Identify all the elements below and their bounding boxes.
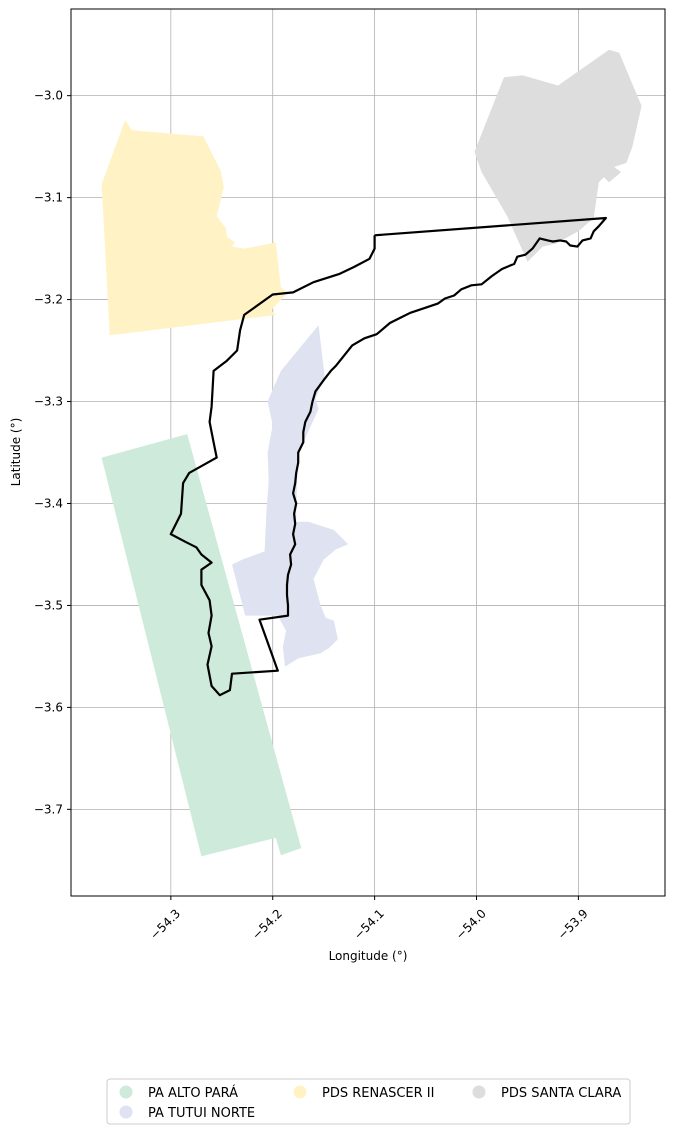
y-tick-label-2: −3.2 [34, 293, 63, 307]
legend-label-pa-tutui-norte: PA TUTUI NORTE [148, 1106, 255, 1121]
legend-label-pds-renascer-ii: PDS RENASCER II [322, 1086, 434, 1101]
study-boundary [169, 216, 608, 697]
legend-marker-pds-santa-clara [472, 1085, 486, 1099]
y-tick-label-0: −3.0 [34, 89, 63, 103]
y-tick-label-3: −3.3 [34, 395, 63, 409]
area-pds-renascer-ii [101, 120, 288, 336]
legend-label-pds-santa-clara: PDS SANTA CLARA [501, 1086, 621, 1101]
plot-frame [70, 8, 666, 897]
legend-marker-pds-renascer-ii [293, 1085, 307, 1099]
y-axis-ticks: −3.0 −3.1 −3.2 −3.3 −3.4 −3.5 −3.6 −3.7 [34, 89, 71, 816]
area-pa-alto-para [101, 434, 302, 857]
y-tick-label-6: −3.6 [34, 700, 63, 714]
legend-frame [106, 1078, 631, 1125]
boundary-line [169, 216, 608, 697]
y-tick-label-7: −3.7 [34, 802, 63, 816]
y-tick-label-5: −3.5 [34, 598, 63, 612]
x-axis-label: Longitude (°) [329, 949, 408, 963]
legend-items: PA ALTO PARÁ PA TUTUI NORTE PDS RENASCER I… [119, 1085, 621, 1121]
settlement-areas [101, 49, 642, 857]
legend-label-pa-alto-para: PA ALTO PARÁ [148, 1085, 238, 1101]
legend: PA ALTO PARÁ PA TUTUI NORTE PDS RENASCER I… [106, 1078, 631, 1125]
y-tick-label-1: −3.1 [34, 191, 63, 205]
y-axis-label: Latitude (°) [9, 418, 23, 487]
area-pa-tutui-norte [232, 325, 349, 667]
y-tick-label-4: −3.4 [34, 496, 63, 510]
legend-marker-pa-tutui-norte [119, 1105, 133, 1119]
legend-marker-pa-alto-para [119, 1085, 133, 1099]
area-pds-santa-clara [474, 49, 642, 262]
